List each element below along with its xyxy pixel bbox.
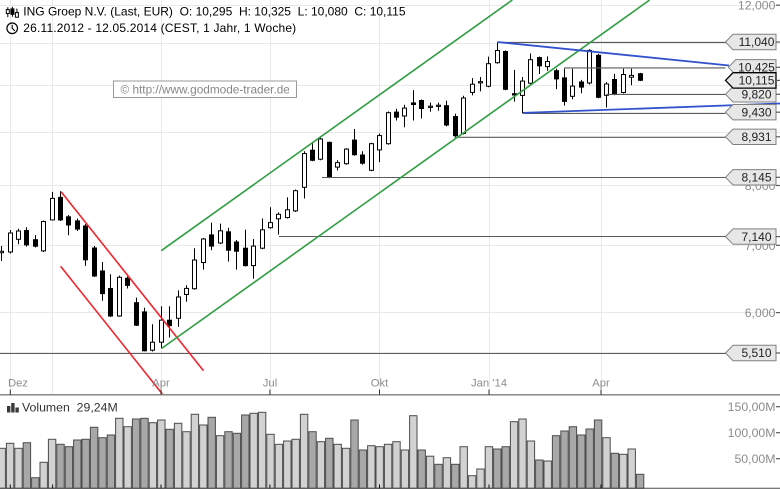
svg-text:7,140: 7,140 [741,230,771,244]
svg-text:Okt: Okt [371,378,389,390]
svg-text:6,000: 6,000 [745,306,776,320]
svg-text:10,115: 10,115 [739,74,775,88]
svg-text:Apr: Apr [152,378,170,390]
svg-text:Jan '14: Jan '14 [471,378,507,390]
svg-text:11,040: 11,040 [739,35,775,49]
svg-text:50,00M: 50,00M [734,452,775,466]
svg-text:Apr: Apr [592,378,610,390]
svg-text:Jul: Jul [263,378,277,390]
svg-text:8,145: 8,145 [741,171,771,185]
svg-text:100,00M: 100,00M [728,426,776,440]
svg-text:8,931: 8,931 [741,130,771,144]
svg-text:150,00M: 150,00M [728,400,776,414]
svg-text:Dez: Dez [8,378,28,390]
svg-text:Volumen 29,24M: Volumen 29,24M [22,401,118,415]
svg-text:10,425: 10,425 [738,61,775,75]
svg-text:5,510: 5,510 [741,346,771,360]
svg-text:9,430: 9,430 [741,105,771,119]
svg-text:9,820: 9,820 [741,88,771,102]
svg-text:26.11.2012 - 12.05.2014 (CEST,: 26.11.2012 - 12.05.2014 (CEST, 1 Jahr, 1… [23,21,296,35]
svg-text:12,000: 12,000 [738,0,776,13]
svg-text:© http://www.godmode-trader.de: © http://www.godmode-trader.de [121,83,291,97]
svg-text:ING Groep N.V. (Last, EUR) O:: ING Groep N.V. (Last, EUR) O: 10,295 H: … [23,5,406,19]
